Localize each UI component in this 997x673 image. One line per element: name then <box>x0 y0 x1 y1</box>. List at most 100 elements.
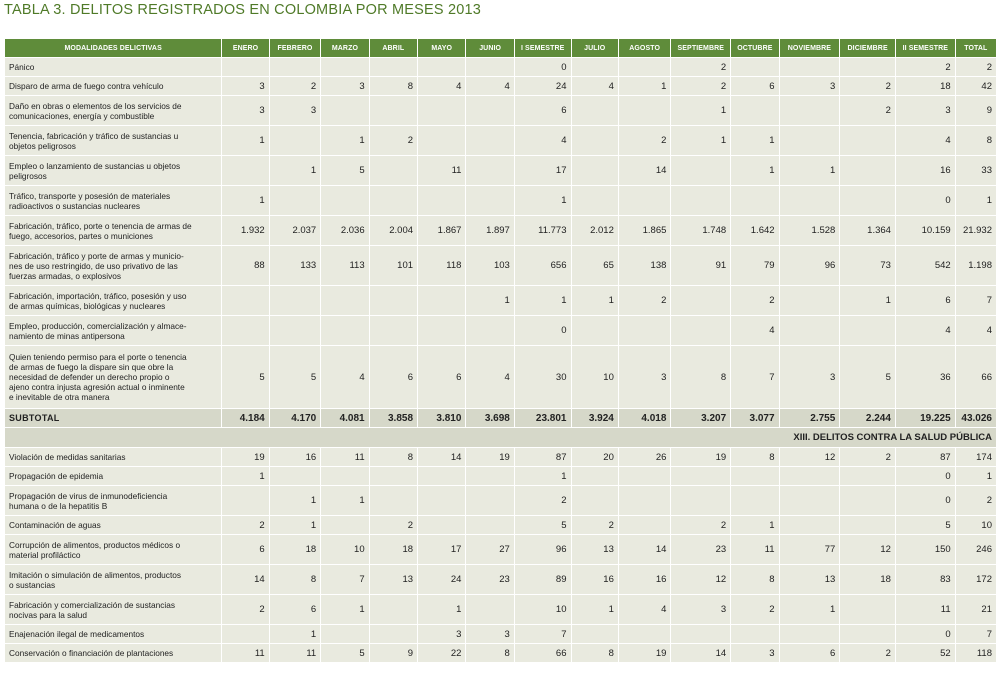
column-header: SEPTIEMBRE <box>670 38 732 58</box>
column-header: DICIEMBRE <box>839 38 896 58</box>
row-label-line: humana o de la hepatitis B <box>9 500 108 511</box>
value-cell <box>570 315 619 346</box>
value-cell: 4 <box>954 315 997 346</box>
row-label-line: fuerzas armadas, o explosivos <box>9 270 122 281</box>
row-label: Daño en obras o elementos de los servici… <box>3 95 223 126</box>
value-cell: 6 <box>268 594 322 625</box>
value-cell: 33 <box>954 155 997 186</box>
value-cell: 11 <box>730 534 780 565</box>
value-cell: 172 <box>954 564 997 595</box>
value-cell: 1 <box>513 466 572 486</box>
value-cell <box>320 315 370 346</box>
subtotal-cell: 3.698 <box>465 408 515 428</box>
value-cell <box>221 485 270 516</box>
value-cell: 118 <box>417 245 467 286</box>
value-cell: 5 <box>268 345 322 409</box>
value-cell: 88 <box>221 245 270 286</box>
value-cell: 5 <box>320 155 370 186</box>
subtotal-cell: 19.225 <box>894 408 956 428</box>
value-cell: 2 <box>730 285 780 316</box>
row-label-line: peligrosos <box>9 170 47 181</box>
value-cell: 542 <box>894 245 956 286</box>
value-cell: 4 <box>513 125 572 156</box>
value-cell: 3 <box>778 345 841 409</box>
row-label-line: Propagación de virus de inmunodeficienci… <box>9 490 168 501</box>
row-label-line: nes de uso restringido, de uso privativo… <box>9 260 178 271</box>
value-cell <box>268 57 322 77</box>
subtotal-cell: 3.924 <box>570 408 619 428</box>
value-cell: 7 <box>320 564 370 595</box>
value-cell <box>268 125 322 156</box>
subtotal-row: SUBTOTAL 4.184 4.170 4.081 3.858 3.810 3.698 23… <box>3 408 997 428</box>
table-title: TABLA 3. DELITOS REGISTRADOS EN COLOMBIA… <box>4 2 481 24</box>
value-cell: 174 <box>954 447 997 467</box>
value-cell: 27 <box>465 534 515 565</box>
value-cell: 3 <box>221 76 270 96</box>
table-row: Contaminación de aguas 2 1 2 5 2 2 1 5 10 <box>3 515 997 535</box>
row-label: Propagación de epidemia <box>3 466 223 486</box>
value-cell <box>368 185 419 216</box>
value-cell <box>465 315 515 346</box>
value-cell: 9 <box>368 643 419 663</box>
value-cell: 1 <box>513 285 572 316</box>
value-cell: 11 <box>221 643 270 663</box>
value-cell: 18 <box>894 76 956 96</box>
value-cell: 3 <box>670 594 732 625</box>
row-label: Empleo, producción, comercialización y a… <box>3 315 223 346</box>
value-cell <box>417 515 467 535</box>
row-label-line: ajeno contra injusta agresión actual o i… <box>9 382 185 392</box>
value-cell <box>730 485 780 516</box>
value-cell: 18 <box>839 564 896 595</box>
row-label-line: necesidad de defender un derecho propio … <box>9 372 170 382</box>
subtotal-cell: 3.858 <box>368 408 419 428</box>
value-cell: 1 <box>730 515 780 535</box>
row-label-line: comunicaciones, energía y combustible <box>9 110 155 121</box>
subtotal-cell: 2.244 <box>839 408 896 428</box>
row-label-line: Corrupción de alimentos, productos médic… <box>9 539 181 550</box>
row-label-line: de armas de fuego la dispare sin que obr… <box>9 362 174 372</box>
table-row: Enajenación ilegal de medicamentos 1 3 3 7 0 7 <box>3 624 997 644</box>
value-cell <box>417 485 467 516</box>
value-cell: 2.037 <box>268 215 322 246</box>
subtotal-cell: 3.207 <box>670 408 732 428</box>
value-cell: 7 <box>954 285 997 316</box>
value-cell <box>368 155 419 186</box>
value-cell: 2 <box>954 57 997 77</box>
value-cell: 16 <box>617 564 672 595</box>
value-cell: 87 <box>513 447 572 467</box>
value-cell: 5 <box>839 345 896 409</box>
value-cell: 83 <box>894 564 956 595</box>
subtotal-cell: 4.170 <box>268 408 322 428</box>
value-cell: 138 <box>617 245 672 286</box>
value-cell <box>465 594 515 625</box>
value-cell <box>839 594 896 625</box>
row-label: Quien teniendo permiso para el porte o t… <box>3 345 223 409</box>
value-cell: 1 <box>730 155 780 186</box>
value-cell: 7 <box>954 624 997 644</box>
table-row: Imitación o simulación de alimentos, pro… <box>3 564 997 595</box>
row-label-line: de armas químicas, biológicas y nucleare… <box>9 300 166 311</box>
value-cell <box>839 155 896 186</box>
row-label-line: Propagación de epidemia <box>9 471 104 481</box>
column-header: OCTUBRE <box>730 38 780 58</box>
value-cell: 3 <box>320 76 370 96</box>
value-cell <box>670 485 732 516</box>
row-label: Fabricación, tráfico, porte o tenencia d… <box>3 215 223 246</box>
row-label-line: Conservación o financiación de plantacio… <box>9 648 174 658</box>
value-cell: 14 <box>617 155 672 186</box>
value-cell <box>570 485 619 516</box>
value-cell: 23 <box>670 534 732 565</box>
value-cell: 1 <box>268 515 322 535</box>
value-cell: 0 <box>894 185 956 216</box>
row-label-line: radioactivos o sustancias nucleares <box>9 200 140 211</box>
value-cell: 2 <box>839 643 896 663</box>
value-cell: 8 <box>730 564 780 595</box>
subtotal-label: SUBTOTAL <box>3 408 223 428</box>
value-cell: 2.036 <box>320 215 370 246</box>
value-cell: 4 <box>894 315 956 346</box>
value-cell: 1 <box>221 125 270 156</box>
value-cell: 0 <box>513 57 572 77</box>
value-cell: 1 <box>670 125 732 156</box>
value-cell <box>617 485 672 516</box>
value-cell <box>670 285 732 316</box>
